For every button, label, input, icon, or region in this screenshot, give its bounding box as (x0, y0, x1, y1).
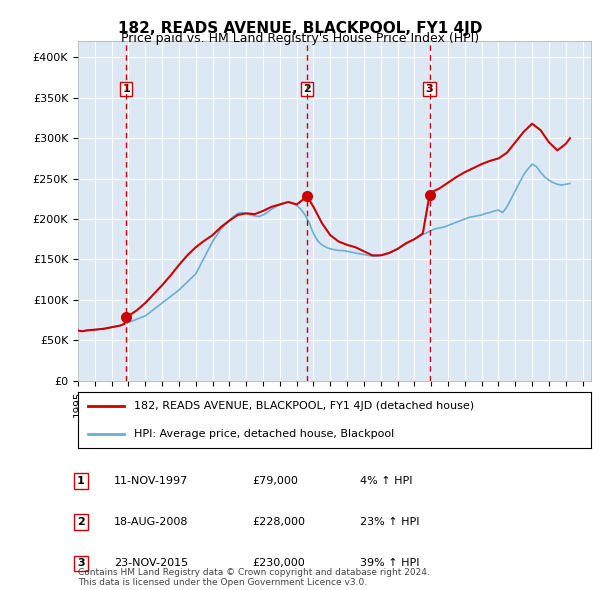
Text: HPI: Average price, detached house, Blackpool: HPI: Average price, detached house, Blac… (134, 430, 395, 440)
Text: 18-AUG-2008: 18-AUG-2008 (114, 517, 188, 527)
Text: 39% ↑ HPI: 39% ↑ HPI (360, 559, 419, 568)
Text: 182, READS AVENUE, BLACKPOOL, FY1 4JD: 182, READS AVENUE, BLACKPOOL, FY1 4JD (118, 21, 482, 35)
Text: 11-NOV-1997: 11-NOV-1997 (114, 476, 188, 486)
Text: 3: 3 (77, 559, 85, 568)
Text: 3: 3 (426, 84, 433, 94)
Text: 1: 1 (122, 84, 130, 94)
Text: 23-NOV-2015: 23-NOV-2015 (114, 559, 188, 568)
Text: Price paid vs. HM Land Registry's House Price Index (HPI): Price paid vs. HM Land Registry's House … (121, 32, 479, 45)
Text: £228,000: £228,000 (252, 517, 305, 527)
Text: £79,000: £79,000 (252, 476, 298, 486)
Text: 182, READS AVENUE, BLACKPOOL, FY1 4JD (detached house): 182, READS AVENUE, BLACKPOOL, FY1 4JD (d… (134, 401, 475, 411)
Text: 2: 2 (77, 517, 85, 527)
Text: Contains HM Land Registry data © Crown copyright and database right 2024.
This d: Contains HM Land Registry data © Crown c… (78, 568, 430, 587)
Text: 4% ↑ HPI: 4% ↑ HPI (360, 476, 413, 486)
Text: £230,000: £230,000 (252, 559, 305, 568)
Text: 23% ↑ HPI: 23% ↑ HPI (360, 517, 419, 527)
Text: 2: 2 (304, 84, 311, 94)
Text: 1: 1 (77, 476, 85, 486)
